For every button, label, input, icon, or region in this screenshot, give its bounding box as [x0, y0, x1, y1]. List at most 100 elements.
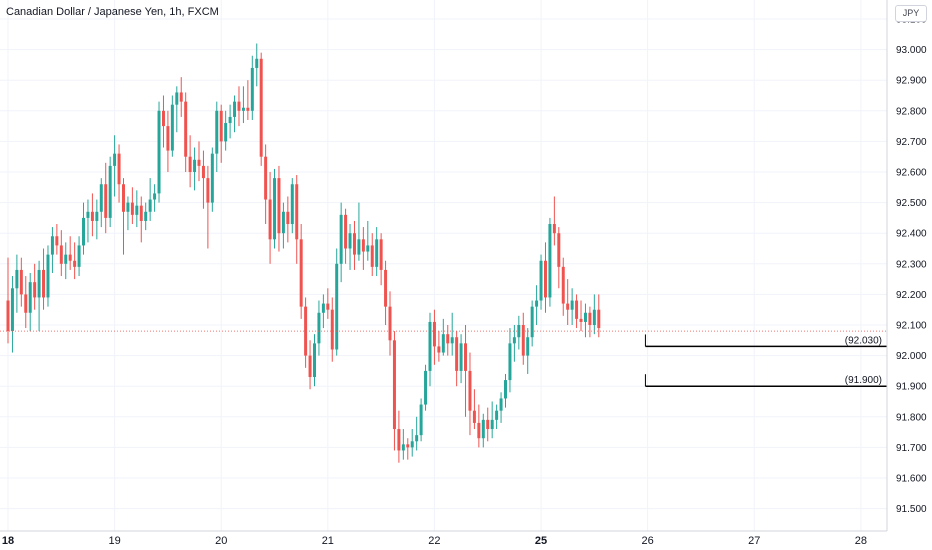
candle-body — [121, 184, 125, 212]
candle-body — [357, 239, 361, 255]
price-level-label: (92.030) — [845, 335, 882, 346]
candle-body — [352, 233, 356, 255]
candle-body — [330, 309, 334, 350]
y-tick-label: 91.800 — [896, 412, 927, 423]
candle-body — [175, 92, 179, 105]
candle-body — [130, 202, 134, 215]
candle-body — [33, 282, 37, 298]
candle-body — [15, 269, 19, 289]
candle-body — [59, 245, 63, 264]
grid-lines — [0, 0, 887, 531]
candle-body — [290, 184, 294, 225]
candle-body — [148, 199, 152, 212]
candle-body — [428, 321, 432, 371]
candle-body — [570, 300, 574, 310]
candle-body — [424, 370, 428, 405]
candle-body — [237, 101, 241, 111]
candle-body — [401, 444, 405, 451]
candle-body — [512, 337, 516, 344]
candle-body — [521, 325, 525, 356]
candle-body — [526, 337, 530, 356]
candle-body — [241, 107, 245, 111]
candle-body — [419, 404, 423, 436]
y-tick-label: 92.800 — [896, 106, 927, 117]
candle-body — [299, 239, 303, 307]
candle-body — [384, 269, 388, 307]
candle-body — [588, 312, 592, 325]
candle-body — [597, 309, 601, 329]
candle-body — [499, 398, 503, 411]
candle-body — [361, 239, 365, 252]
candle-body — [273, 178, 277, 240]
candle-body — [268, 199, 272, 240]
candle-body — [250, 67, 254, 111]
y-tick-label: 92.400 — [896, 229, 927, 240]
candle-body — [179, 92, 183, 102]
candle-body — [104, 184, 108, 218]
candle-body — [317, 312, 321, 344]
x-tick-label: 25 — [535, 535, 547, 547]
y-tick-label: 92.100 — [896, 321, 927, 332]
candle-body — [77, 245, 81, 267]
price-level-label: (91.900) — [845, 375, 882, 386]
candle-body — [255, 58, 259, 68]
candle-body — [366, 245, 370, 252]
candle-body — [481, 419, 485, 439]
currency-badge[interactable]: JPY — [895, 5, 927, 22]
candle-body — [108, 165, 112, 218]
candle-body — [397, 429, 401, 451]
y-tick-label: 92.700 — [896, 137, 927, 148]
candle-body — [339, 214, 343, 264]
candle-body — [437, 346, 441, 353]
candle-body — [326, 303, 330, 310]
chart-title: Canadian Dollar / Japanese Yen, 1h, FXCM — [6, 6, 219, 18]
y-tick-label: 93.000 — [896, 45, 927, 56]
y-tick-label: 92.600 — [896, 168, 927, 179]
time-axis[interactable]: 18 19 20 21 22 25 26 27 28 — [0, 530, 887, 547]
y-tick-label: 92.000 — [896, 351, 927, 362]
candle-body — [126, 202, 130, 212]
candle-body — [82, 217, 86, 246]
y-tick-label: 92.900 — [896, 76, 927, 87]
candle-body — [490, 419, 494, 430]
candle-body — [206, 178, 210, 203]
candle-body — [259, 58, 263, 157]
candle-body — [379, 239, 383, 270]
candle-body — [321, 303, 325, 313]
candle-body — [575, 300, 579, 319]
candle-body — [68, 254, 72, 261]
price-axis[interactable]: 91.500 91.600 91.700 91.800 91.900 92.000 92.1… — [886, 0, 927, 531]
candle-body — [153, 193, 157, 200]
y-tick-label: 92.500 — [896, 198, 927, 209]
candle-body — [388, 306, 392, 341]
candle-body — [42, 269, 46, 298]
candle-body — [344, 214, 348, 249]
candle-body — [24, 294, 28, 313]
candle-body — [472, 410, 476, 423]
candle-body — [184, 101, 188, 157]
candle-body — [557, 233, 561, 267]
candle-body — [450, 337, 454, 344]
candle-body — [215, 110, 219, 154]
candle-body — [295, 184, 299, 240]
x-tick-label: 27 — [748, 535, 760, 547]
candle-body — [99, 184, 103, 212]
candle-body — [543, 260, 547, 298]
candle-body — [406, 444, 410, 448]
candle-body — [441, 334, 445, 353]
overlays-layer: (92.030) (91.900) — [0, 330, 887, 387]
candle-body — [592, 309, 596, 325]
candle-body — [468, 370, 472, 411]
y-tick-label: 91.900 — [896, 382, 927, 393]
candle-body — [308, 355, 312, 378]
candle-body — [264, 156, 268, 200]
candle-body — [286, 211, 290, 225]
candle-body — [219, 110, 223, 142]
x-tick-label: 28 — [855, 535, 867, 547]
candle-body — [486, 419, 490, 430]
candle-body — [304, 306, 308, 356]
candle-body — [201, 165, 205, 179]
candle-body — [277, 178, 281, 234]
candle-body — [312, 343, 316, 378]
